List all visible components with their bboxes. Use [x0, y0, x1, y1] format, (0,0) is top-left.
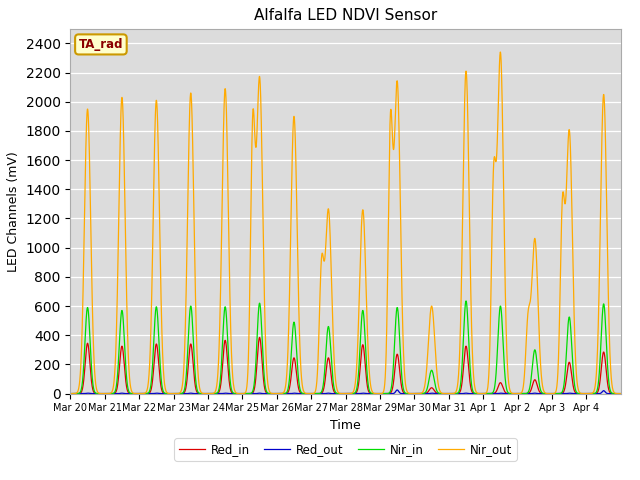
- Nir_out: [67, 391, 74, 396]
- Nir_out: [497, 51, 504, 57]
- Nir_in: [180, 386, 188, 392]
- Nir_in: [617, 391, 625, 396]
- Red_out: [67, 391, 74, 396]
- Legend: Red_in, Red_out, Nir_in, Nir_out: Red_in, Red_out, Nir_in, Nir_out: [174, 438, 517, 461]
- Red_in: [366, 390, 374, 396]
- Nir_out: [366, 377, 374, 383]
- Red_in: [256, 335, 264, 340]
- Red_out: [366, 391, 374, 396]
- Red_in: [411, 391, 419, 396]
- Title: Alfalfa LED NDVI Sensor: Alfalfa LED NDVI Sensor: [254, 9, 437, 24]
- Red_out: [524, 391, 531, 396]
- Nir_out: [524, 312, 532, 318]
- Red_out: [394, 387, 401, 393]
- Red_in: [396, 367, 403, 372]
- Red_out: [396, 390, 403, 396]
- Red_in: [180, 389, 188, 395]
- Nir_in: [497, 304, 504, 310]
- Red_in: [538, 391, 546, 396]
- Red_out: [538, 391, 546, 396]
- Nir_out: [538, 379, 546, 384]
- Red_in: [67, 391, 74, 396]
- Red_out: [617, 391, 625, 396]
- Red_in: [617, 391, 625, 396]
- Red_out: [497, 390, 504, 396]
- Red_out: [180, 391, 188, 396]
- Nir_in: [524, 390, 532, 396]
- Line: Red_in: Red_in: [70, 337, 621, 394]
- Line: Red_out: Red_out: [70, 390, 621, 394]
- Nir_in: [411, 391, 419, 396]
- Text: TA_rad: TA_rad: [79, 38, 123, 51]
- Nir_in: [396, 332, 403, 337]
- Nir_in: [462, 298, 470, 304]
- Nir_out: [396, 148, 403, 154]
- Nir_in: [366, 389, 374, 395]
- Y-axis label: LED Channels (mV): LED Channels (mV): [7, 151, 20, 272]
- Nir_in: [538, 390, 546, 396]
- Line: Nir_out: Nir_out: [70, 52, 621, 394]
- X-axis label: Time: Time: [330, 419, 361, 432]
- Nir_out: [617, 391, 625, 396]
- Nir_out: [411, 391, 419, 396]
- Red_in: [524, 391, 532, 396]
- Nir_in: [67, 391, 74, 396]
- Red_in: [497, 380, 504, 385]
- Nir_out: [497, 49, 504, 55]
- Nir_out: [180, 350, 188, 356]
- Line: Nir_in: Nir_in: [70, 301, 621, 394]
